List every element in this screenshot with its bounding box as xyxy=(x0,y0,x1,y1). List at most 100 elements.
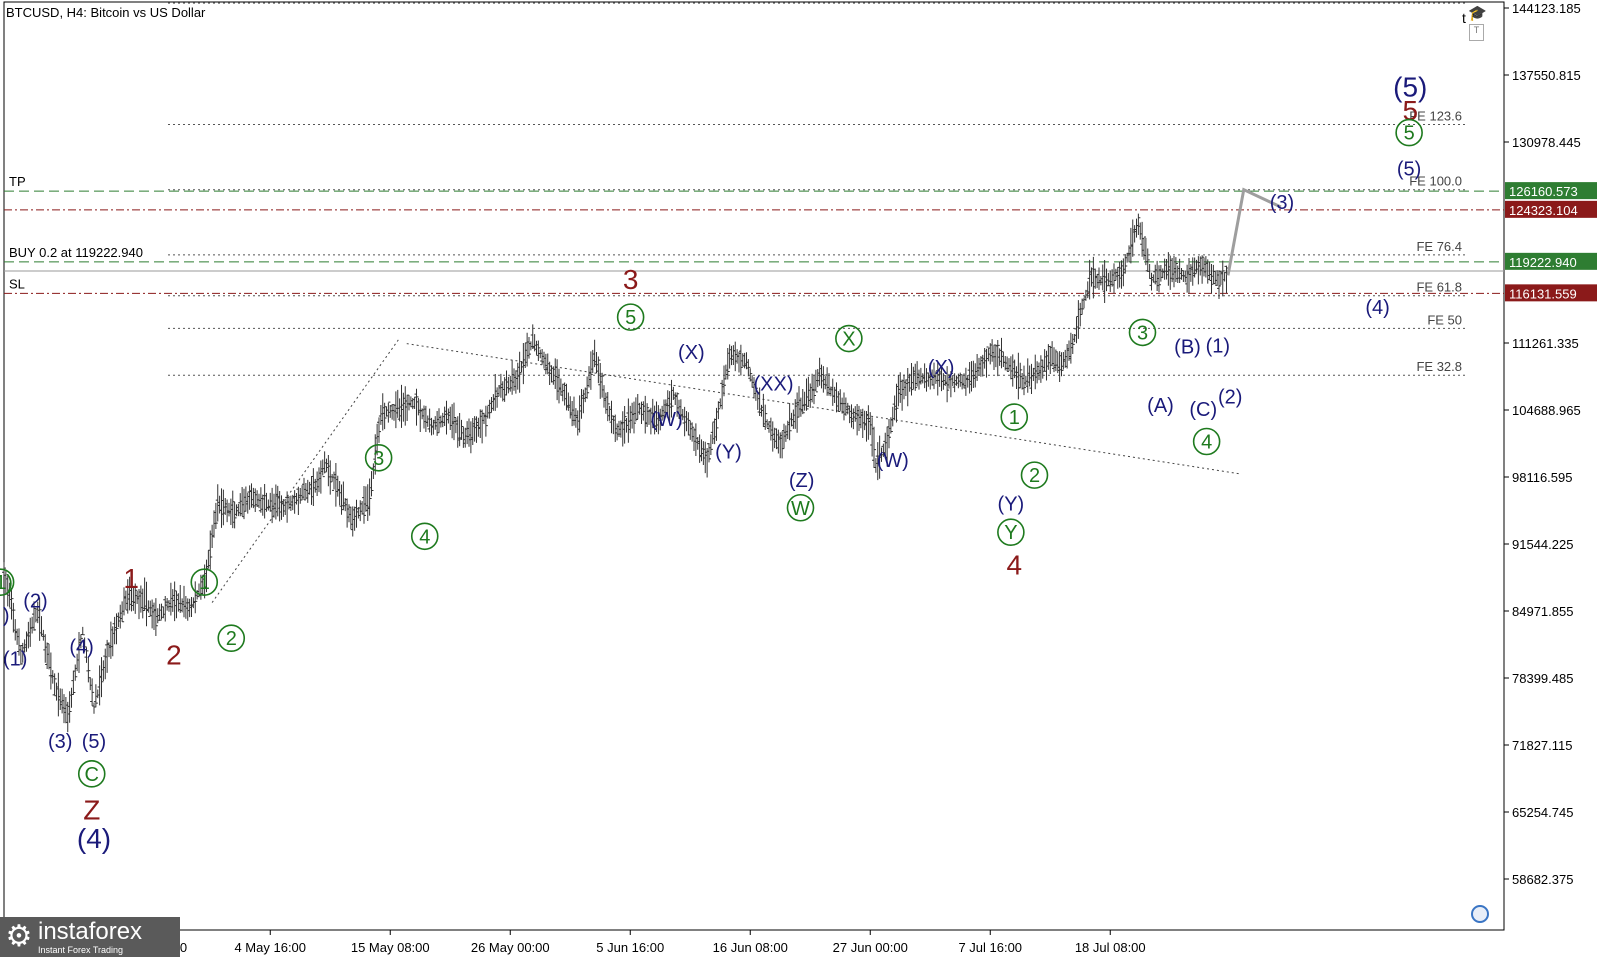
ohlc-bar xyxy=(752,377,756,399)
wave-label-circle xyxy=(1395,118,1423,147)
brand-name: instaforex xyxy=(38,917,143,945)
y-tick-label: 78399.485 xyxy=(1512,671,1573,686)
ohlc-bar xyxy=(73,664,78,681)
chart-title: BTCUSD, H4: Bitcoin vs US Dollar xyxy=(6,5,206,20)
ohlc-bar xyxy=(2,562,6,575)
wave-label: 3 xyxy=(623,264,639,295)
ohlc-bar xyxy=(738,344,743,376)
ohlc-bar xyxy=(1018,362,1023,389)
ohlc-bar xyxy=(622,406,627,444)
wave-label-circle xyxy=(1020,461,1049,489)
wave-label: (2) xyxy=(23,591,47,613)
wave-label-circle xyxy=(786,493,815,522)
ohlc-bar xyxy=(45,642,50,669)
level-take-profit-alt-price: 124323.104 xyxy=(1509,203,1578,218)
ohlc-bar xyxy=(1200,255,1205,284)
wave-label: (XX) xyxy=(754,373,794,395)
ohlc-bar xyxy=(1209,263,1214,294)
wave-label: (3) xyxy=(48,731,72,753)
wave-label-circle xyxy=(1192,427,1221,456)
level-buy-price: 119222.940 xyxy=(1509,255,1577,270)
trade-panel-icon[interactable]: T xyxy=(1469,24,1484,41)
ohlc-bar xyxy=(320,459,325,478)
scroll-toggle[interactable]: t xyxy=(1462,10,1466,26)
wave-label: ) xyxy=(3,605,10,627)
brand-tagline: Instant Forex Trading xyxy=(38,944,124,955)
ohlc-bar xyxy=(588,351,593,390)
wave-label: (1) xyxy=(1206,336,1230,358)
ohlc-bar xyxy=(82,637,87,652)
ohlc-bar xyxy=(804,378,809,411)
ohlc-bar xyxy=(84,647,89,663)
x-tick-label: 16 Jun 08:00 xyxy=(713,940,788,955)
wave-label-circle xyxy=(616,303,645,331)
ohlc-bar xyxy=(9,587,14,620)
y-tick-label: 144123.185 xyxy=(1512,1,1581,16)
y-tick-label: 58682.375 xyxy=(1512,872,1573,887)
ohlc-bar xyxy=(707,442,711,463)
ohlc-bar xyxy=(1078,302,1083,327)
ohlc-bar xyxy=(32,601,36,631)
x-tick-label: 5 Jun 16:00 xyxy=(596,940,664,955)
ohlc-bar xyxy=(52,673,57,696)
ohlc-bar xyxy=(193,581,198,614)
ohlc-bar xyxy=(362,485,366,524)
projection-line xyxy=(1226,187,1282,276)
one-click-trade-icon[interactable] xyxy=(1471,905,1489,923)
x-tick-label: 7 Jul 16:00 xyxy=(958,940,1022,955)
wave-label: (1) xyxy=(3,649,27,671)
wave-label: Z xyxy=(83,794,100,825)
level-buy-label: BUY 0.2 at 119222.940 xyxy=(9,245,143,260)
ohlc-bar xyxy=(232,501,237,529)
ohlc-bar xyxy=(746,359,751,377)
wave-label-circle xyxy=(190,568,219,596)
level-buy-tag xyxy=(1505,252,1597,270)
ohlc-bar xyxy=(669,379,674,418)
wave-label: (5) xyxy=(1393,72,1427,103)
ohlc-bar xyxy=(1076,300,1081,339)
wave-label: 2 xyxy=(226,628,237,650)
ohlc-bar xyxy=(763,404,768,430)
ohlc-bar xyxy=(675,392,680,417)
ohlc-bar xyxy=(714,407,719,441)
wave-label: (5) xyxy=(1397,158,1421,180)
ohlc-bar xyxy=(585,376,590,399)
ohlc-bar xyxy=(536,340,541,362)
fib-level-label: FE 161.8 xyxy=(1409,0,1462,2)
ohlc-bar xyxy=(78,634,83,649)
wave-label: (1) xyxy=(0,572,13,594)
ohlc-bar xyxy=(153,598,158,637)
wave-label: 3 xyxy=(1137,322,1148,344)
ohlc-bar xyxy=(1173,257,1178,282)
price-bars xyxy=(2,213,1229,733)
trend-line xyxy=(406,343,1242,475)
y-tick-label: 98116.595 xyxy=(1512,470,1573,485)
wave-label-circle xyxy=(835,324,863,353)
x-tick-label: 27 Jun 00:00 xyxy=(833,940,908,955)
fib-level-label: FE 76.4 xyxy=(1416,239,1462,254)
graduation-cap-icon[interactable]: 🎓 xyxy=(1468,5,1487,22)
ohlc-bar xyxy=(909,363,914,396)
wave-label: (Y) xyxy=(715,442,742,464)
plot-frame xyxy=(3,1,1505,931)
ohlc-bar xyxy=(459,419,464,440)
x-tick-label: 18 Jul 08:00 xyxy=(1075,940,1146,955)
ohlc-bar xyxy=(133,583,138,614)
ohlc-bar xyxy=(1136,213,1141,236)
ohlc-bar xyxy=(1022,365,1026,396)
wave-label: 3 xyxy=(373,448,384,470)
ohlc-bar xyxy=(367,478,372,516)
y-tick-label: 137550.815 xyxy=(1512,68,1581,83)
level-sl-price: 116131.559 xyxy=(1509,286,1577,301)
ohlc-bar xyxy=(495,387,500,408)
wave-label: (X) xyxy=(928,357,955,379)
wave-label: 1 xyxy=(123,563,139,594)
ohlc-bar xyxy=(99,657,104,698)
wave-label-circle xyxy=(77,760,106,788)
ohlc-bar xyxy=(596,356,601,384)
ohlc-bar xyxy=(686,412,691,436)
ohlc-bar xyxy=(1070,333,1075,355)
ohlc-bar xyxy=(894,383,899,423)
